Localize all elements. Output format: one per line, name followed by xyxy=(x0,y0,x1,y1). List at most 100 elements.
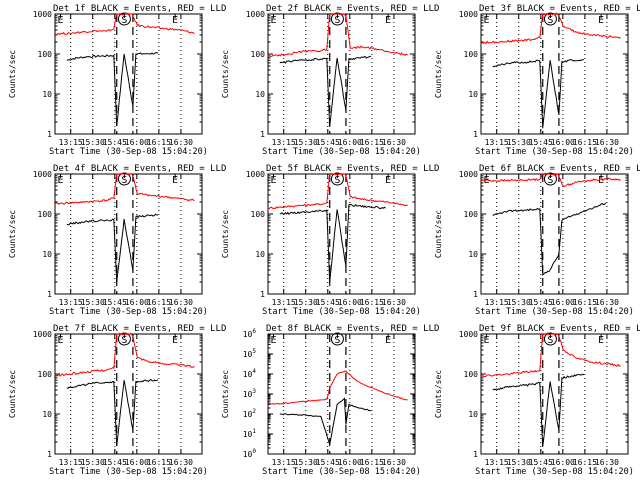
marker-circle xyxy=(543,172,557,186)
x-tick-label: 16:30 xyxy=(595,138,619,147)
series-line-lld xyxy=(54,172,195,205)
marker-label: S xyxy=(121,15,127,26)
marker-label: E xyxy=(172,335,178,346)
x-tick-label: 16:15 xyxy=(360,138,384,147)
y-tick-label: 1 xyxy=(473,290,478,299)
y-tick-label: 1 xyxy=(47,290,52,299)
panel-1: Det 1f BLACK = Events, RED = LLD 1 10 100 10… xyxy=(8,4,226,157)
x-axis-label: Start Time (30-Sep-08 15:04:20) xyxy=(475,147,634,157)
panel-title: Det 4f BLACK = Events, RED = LLD xyxy=(53,164,226,174)
y-tick-label: 1 xyxy=(260,290,265,299)
series-line-lld xyxy=(480,172,621,187)
x-tick-label: 16:15 xyxy=(360,298,384,307)
x-tick-label: 16:15 xyxy=(573,298,597,307)
marker-circle xyxy=(117,172,131,186)
x-tick-label: 16:30 xyxy=(169,138,193,147)
panel-title: Det 1f BLACK = Events, RED = LLD xyxy=(53,4,226,14)
y-axis-label: Counts/sec xyxy=(221,50,230,98)
marker-label: S xyxy=(334,335,340,346)
series-line-lld xyxy=(54,12,195,36)
series-line-events xyxy=(279,397,371,445)
panel-9: Det 9f BLACK = Events, RED = LLD 1 10 100 10… xyxy=(434,324,640,477)
series-line-lld xyxy=(54,332,195,377)
x-tick-label: 16:00 xyxy=(551,458,575,467)
marker-label: S xyxy=(334,15,340,26)
y-tick-label: 1 xyxy=(473,450,478,459)
x-tick-label: 16:30 xyxy=(382,458,406,467)
y-tick-label: 10 xyxy=(255,250,265,259)
y-tick-label: 1000 xyxy=(246,10,265,19)
panel-title: Det 9f BLACK = Events, RED = LLD xyxy=(479,324,640,334)
marker-circle xyxy=(330,332,344,346)
y-tick-label: 1000 xyxy=(33,10,52,19)
series-line-events xyxy=(492,373,585,448)
x-tick-label: 15:45 xyxy=(103,138,127,147)
x-tick-label: 16:00 xyxy=(551,298,575,307)
x-axis-label: Start Time (30-Sep-08 15:04:20) xyxy=(49,147,208,157)
marker-label: E xyxy=(57,335,63,346)
marker-label: E xyxy=(385,15,391,26)
plot-frame xyxy=(54,333,203,455)
panel-title: Det 5f BLACK = Events, RED = LLD xyxy=(266,164,439,174)
marker-label: E xyxy=(598,15,604,26)
x-tick-label: 15:30 xyxy=(294,458,318,467)
x-tick-label: 15:30 xyxy=(81,458,105,467)
y-tick-label: 100 xyxy=(243,448,257,459)
x-tick-label: 16:30 xyxy=(382,298,406,307)
series-line-lld xyxy=(267,12,408,58)
x-tick-label: 16:15 xyxy=(360,458,384,467)
series-line-events xyxy=(66,213,158,283)
x-axis-label: Start Time (30-Sep-08 15:04:20) xyxy=(475,307,634,317)
x-tick-label: 13:15 xyxy=(272,138,296,147)
x-tick-label: 13:15 xyxy=(485,298,509,307)
plot-frame xyxy=(480,13,629,135)
y-tick-label: 100 xyxy=(251,210,266,219)
series-line-lld xyxy=(267,172,408,210)
y-tick-label: 1 xyxy=(47,450,52,459)
marker-label: S xyxy=(547,335,553,346)
x-tick-label: 13:15 xyxy=(59,298,83,307)
y-tick-label: 10 xyxy=(42,90,52,99)
marker-label: E xyxy=(57,15,63,26)
x-tick-label: 15:45 xyxy=(103,298,127,307)
y-axis-label: Counts/sec xyxy=(221,370,230,418)
panel-4: Det 4f BLACK = Events, RED = LLD 1 10 100 10… xyxy=(8,164,226,317)
y-tick-label: 100 xyxy=(464,210,479,219)
y-tick-label: 10 xyxy=(42,410,52,419)
x-tick-label: 16:15 xyxy=(573,138,597,147)
y-tick-label: 105 xyxy=(243,348,257,359)
marker-label: E xyxy=(270,335,276,346)
x-tick-label: 15:45 xyxy=(529,298,553,307)
marker-label: E xyxy=(483,335,489,346)
x-tick-label: 16:15 xyxy=(147,458,171,467)
x-axis-label: Start Time (30-Sep-08 15:04:20) xyxy=(262,467,421,477)
y-tick-label: 100 xyxy=(464,370,479,379)
x-tick-label: 15:45 xyxy=(316,458,340,467)
x-tick-label: 13:15 xyxy=(59,458,83,467)
y-tick-label: 10 xyxy=(468,90,478,99)
marker-circle xyxy=(117,12,131,26)
panel-6: Det 6f BLACK = Events, RED = LLD 1 10 100 10… xyxy=(434,164,640,317)
y-tick-label: 100 xyxy=(38,50,53,59)
x-tick-label: 15:45 xyxy=(529,138,553,147)
series-line-lld xyxy=(267,370,408,405)
x-tick-label: 16:00 xyxy=(338,138,362,147)
y-tick-label: 106 xyxy=(243,328,257,339)
marker-label: E xyxy=(598,335,604,346)
y-axis-label: Counts/sec xyxy=(434,370,443,418)
x-tick-label: 16:15 xyxy=(147,138,171,147)
x-tick-label: 16:00 xyxy=(551,138,575,147)
y-tick-label: 10 xyxy=(255,90,265,99)
series-line-events xyxy=(279,203,386,283)
marker-label: S xyxy=(121,335,127,346)
marker-label: S xyxy=(334,175,340,186)
x-tick-label: 16:00 xyxy=(338,298,362,307)
marker-label: E xyxy=(598,175,604,186)
y-tick-label: 10 xyxy=(468,410,478,419)
y-tick-label: 100 xyxy=(38,370,53,379)
panel-title: Det 8f BLACK = Events, RED = LLD xyxy=(266,324,439,334)
marker-label: S xyxy=(121,175,127,186)
marker-label: E xyxy=(270,175,276,186)
y-axis-label: Counts/sec xyxy=(8,210,17,258)
